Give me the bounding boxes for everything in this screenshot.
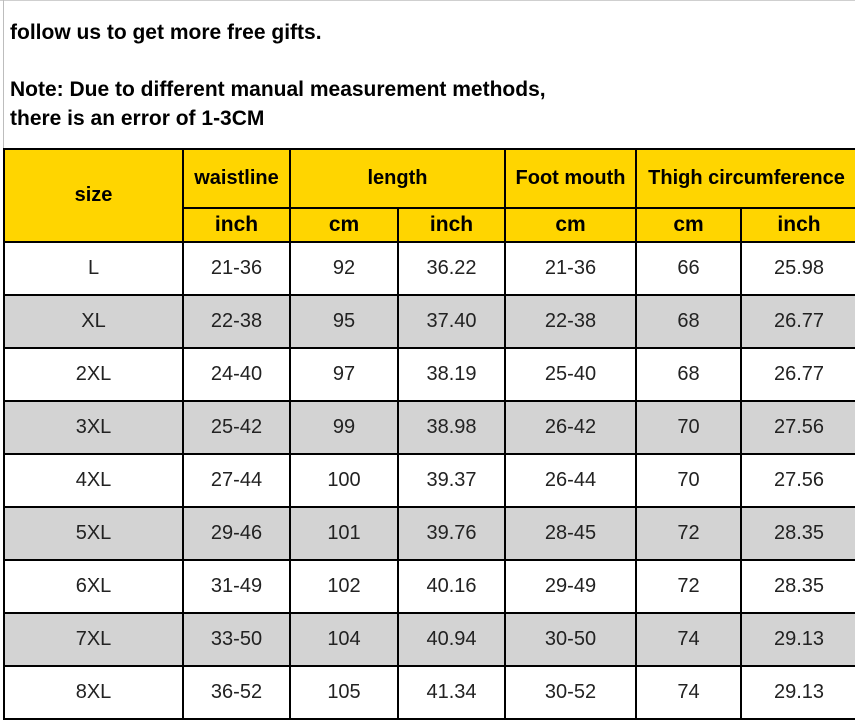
waistline-cell: 22-38 bbox=[182, 294, 291, 349]
size-cell: L bbox=[3, 241, 184, 296]
table-row: L 21-36 92 36.22 21-36 66 25.98 bbox=[3, 241, 855, 296]
foot-mouth-cell: 30-52 bbox=[504, 665, 637, 720]
foot-mouth-cell: 22-38 bbox=[504, 294, 637, 349]
header-unit-cell: cm bbox=[289, 207, 399, 243]
header-foot-mouth: Foot mouth bbox=[504, 148, 637, 209]
size-chart-table: size waistline length Foot mouth Thigh c… bbox=[3, 148, 855, 720]
foot-mouth-cell: 21-36 bbox=[504, 241, 637, 296]
length-cm-cell: 105 bbox=[289, 665, 399, 720]
thigh-cm-cell: 68 bbox=[635, 347, 742, 402]
length-cm-cell: 97 bbox=[289, 347, 399, 402]
thigh-inch-cell: 27.56 bbox=[740, 400, 855, 455]
size-table-body: L 21-36 92 36.22 21-36 66 25.98 XL 22-38 95 37.40 2… bbox=[3, 241, 855, 720]
length-cm-cell: 92 bbox=[289, 241, 399, 296]
header-length: length bbox=[289, 148, 506, 209]
thigh-inch-cell: 26.77 bbox=[740, 347, 855, 402]
foot-mouth-cell: 25-40 bbox=[504, 347, 637, 402]
length-inch-cell: 40.16 bbox=[397, 559, 506, 614]
thigh-inch-cell: 28.35 bbox=[740, 506, 855, 561]
waistline-cell: 36-52 bbox=[182, 665, 291, 720]
length-inch-cell: 38.98 bbox=[397, 400, 506, 455]
size-cell: XL bbox=[3, 294, 184, 349]
length-cm-cell: 101 bbox=[289, 506, 399, 561]
length-inch-cell: 38.19 bbox=[397, 347, 506, 402]
table-row: 5XL 29-46 101 39.76 28-45 72 28.35 bbox=[3, 506, 855, 561]
header-unit-cell: cm bbox=[504, 207, 637, 243]
top-divider bbox=[0, 0, 855, 1]
header-row-top: size waistline length Foot mouth Thigh c… bbox=[3, 148, 855, 243]
waistline-cell: 31-49 bbox=[182, 559, 291, 614]
thigh-cm-cell: 72 bbox=[635, 506, 742, 561]
table-row: XL 22-38 95 37.40 22-38 68 26.77 bbox=[3, 294, 855, 349]
header-size: size bbox=[3, 148, 184, 243]
thigh-inch-cell: 29.13 bbox=[740, 665, 855, 720]
measurement-error-note: there is an error of 1-3CM bbox=[10, 107, 265, 130]
thigh-cm-cell: 74 bbox=[635, 612, 742, 667]
header-unit-cell: inch bbox=[740, 207, 855, 243]
size-cell: 4XL bbox=[3, 453, 184, 508]
length-cm-cell: 99 bbox=[289, 400, 399, 455]
foot-mouth-cell: 26-44 bbox=[504, 453, 637, 508]
promo-text: follow us to get more free gifts. bbox=[10, 21, 322, 44]
header-unit-cell: inch bbox=[182, 207, 291, 243]
size-cell: 7XL bbox=[3, 612, 184, 667]
size-cell: 3XL bbox=[3, 400, 184, 455]
thigh-inch-cell: 28.35 bbox=[740, 559, 855, 614]
thigh-inch-cell: 27.56 bbox=[740, 453, 855, 508]
length-inch-cell: 36.22 bbox=[397, 241, 506, 296]
header-thigh-circumference: Thigh circumference bbox=[635, 148, 855, 209]
waistline-cell: 21-36 bbox=[182, 241, 291, 296]
length-cm-cell: 102 bbox=[289, 559, 399, 614]
waistline-cell: 29-46 bbox=[182, 506, 291, 561]
foot-mouth-cell: 30-50 bbox=[504, 612, 637, 667]
thigh-cm-cell: 68 bbox=[635, 294, 742, 349]
length-inch-cell: 40.94 bbox=[397, 612, 506, 667]
length-inch-cell: 41.34 bbox=[397, 665, 506, 720]
waistline-cell: 33-50 bbox=[182, 612, 291, 667]
thigh-inch-cell: 29.13 bbox=[740, 612, 855, 667]
header-unit-cell: cm bbox=[635, 207, 742, 243]
waistline-cell: 24-40 bbox=[182, 347, 291, 402]
thigh-cm-cell: 66 bbox=[635, 241, 742, 296]
thigh-inch-cell: 26.77 bbox=[740, 294, 855, 349]
length-inch-cell: 39.37 bbox=[397, 453, 506, 508]
length-cm-cell: 100 bbox=[289, 453, 399, 508]
length-inch-cell: 37.40 bbox=[397, 294, 506, 349]
header-unit-cell: inch bbox=[397, 207, 506, 243]
left-divider bbox=[3, 0, 4, 150]
measurement-note: Note: Due to different manual measuremen… bbox=[10, 78, 546, 101]
table-row: 6XL 31-49 102 40.16 29-49 72 28.35 bbox=[3, 559, 855, 614]
table-row: 7XL 33-50 104 40.94 30-50 74 29.13 bbox=[3, 612, 855, 667]
waistline-cell: 25-42 bbox=[182, 400, 291, 455]
length-cm-cell: 95 bbox=[289, 294, 399, 349]
waistline-cell: 27-44 bbox=[182, 453, 291, 508]
table-row: 3XL 25-42 99 38.98 26-42 70 27.56 bbox=[3, 400, 855, 455]
table-row: 4XL 27-44 100 39.37 26-44 70 27.56 bbox=[3, 453, 855, 508]
foot-mouth-cell: 28-45 bbox=[504, 506, 637, 561]
size-cell: 8XL bbox=[3, 665, 184, 720]
table-row: 8XL 36-52 105 41.34 30-52 74 29.13 bbox=[3, 665, 855, 720]
thigh-inch-cell: 25.98 bbox=[740, 241, 855, 296]
foot-mouth-cell: 26-42 bbox=[504, 400, 637, 455]
foot-mouth-cell: 29-49 bbox=[504, 559, 637, 614]
length-inch-cell: 39.76 bbox=[397, 506, 506, 561]
header-row-units: inch cm inch cm cm inch bbox=[4, 207, 855, 243]
size-cell: 6XL bbox=[3, 559, 184, 614]
length-cm-cell: 104 bbox=[289, 612, 399, 667]
thigh-cm-cell: 74 bbox=[635, 665, 742, 720]
thigh-cm-cell: 70 bbox=[635, 453, 742, 508]
size-cell: 2XL bbox=[3, 347, 184, 402]
thigh-cm-cell: 70 bbox=[635, 400, 742, 455]
header-waistline: waistline bbox=[182, 148, 291, 209]
thigh-cm-cell: 72 bbox=[635, 559, 742, 614]
size-cell: 5XL bbox=[3, 506, 184, 561]
table-row: 2XL 24-40 97 38.19 25-40 68 26.77 bbox=[3, 347, 855, 402]
